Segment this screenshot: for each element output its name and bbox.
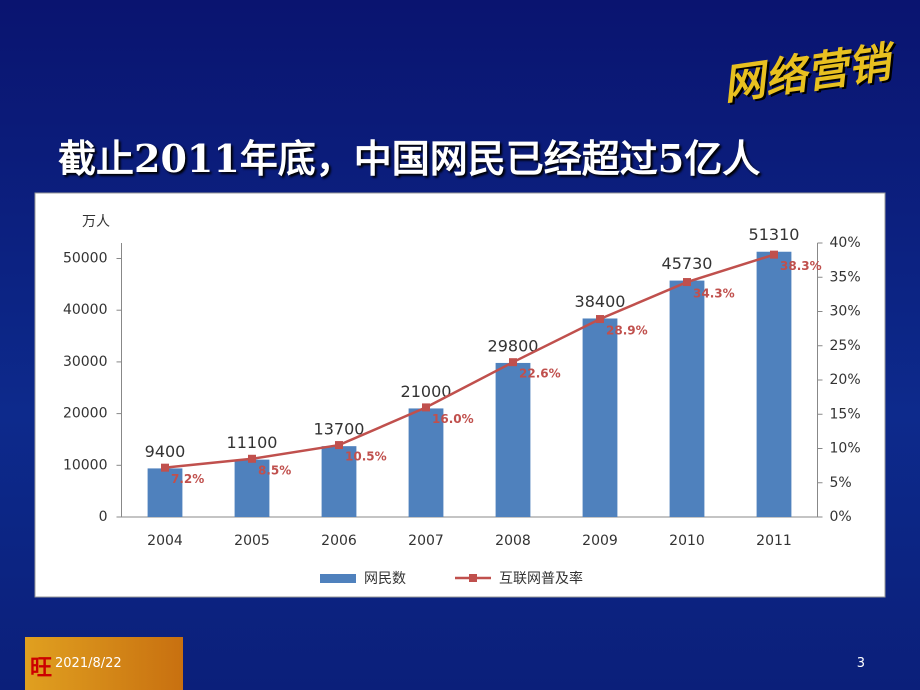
x-tick-label: 2011 — [756, 533, 792, 549]
line-marker — [422, 403, 430, 412]
y-tick-label: 40000 — [63, 302, 108, 318]
line-marker — [335, 441, 343, 450]
bar — [756, 251, 792, 517]
bar-label: 45730 — [662, 254, 713, 273]
legend-swatch — [320, 574, 356, 583]
y2-tick-label: 20% — [830, 372, 861, 388]
line-marker — [683, 278, 691, 287]
x-tick-label: 2010 — [669, 533, 705, 549]
line-label: 28.9% — [606, 324, 648, 338]
y2-tick-label: 0% — [830, 509, 852, 525]
y2-tick-label: 35% — [830, 269, 861, 285]
x-tick-label: 2009 — [582, 533, 618, 549]
x-tick-label: 2005 — [234, 533, 270, 549]
line-label: 34.3% — [693, 287, 735, 301]
line-label: 16.0% — [432, 412, 474, 426]
slide-title: 截止2011年底，中国网民已经超过5亿人 — [58, 136, 761, 181]
y-axis-label: 万人 — [82, 214, 110, 230]
bar-label: 9400 — [145, 442, 186, 461]
line-marker — [248, 454, 256, 463]
bar — [147, 468, 183, 517]
y-tick-label: 30000 — [63, 354, 108, 370]
y2-tick-label: 10% — [830, 441, 861, 457]
bar — [495, 362, 531, 517]
line-marker — [161, 463, 169, 472]
line-marker — [596, 315, 604, 324]
legend-label: 互联网普及率 — [499, 570, 583, 587]
y-tick-label: 0 — [99, 509, 108, 525]
x-tick-label: 2004 — [147, 533, 183, 549]
badge: 旺 — [30, 656, 53, 681]
legend-swatch — [469, 574, 477, 582]
y2-tick-label: 15% — [830, 406, 861, 422]
bar — [408, 408, 444, 517]
line-marker — [770, 250, 778, 259]
y2-tick-label: 30% — [830, 304, 861, 320]
page-number: 3 — [856, 656, 865, 671]
y2-tick-label: 5% — [830, 475, 852, 491]
line-label: 7.2% — [171, 472, 204, 486]
bar-label: 51310 — [749, 225, 800, 244]
y2-tick-label: 25% — [830, 338, 861, 354]
x-tick-label: 2006 — [321, 533, 357, 549]
line — [164, 253, 775, 469]
thumbnail — [25, 637, 183, 690]
line-label: 38.3% — [780, 259, 822, 273]
bar-label: 21000 — [401, 382, 452, 401]
y-tick-label: 10000 — [63, 457, 108, 473]
x-tick-label: 2008 — [495, 533, 531, 549]
bar — [669, 280, 705, 517]
line-marker — [509, 358, 517, 367]
y2-tick-label: 40% — [830, 235, 861, 251]
bar-label: 38400 — [575, 292, 626, 311]
y-tick-label: 20000 — [63, 406, 108, 422]
bar — [234, 459, 270, 517]
legend-label: 网民数 — [364, 571, 406, 587]
y-tick-label: 50000 — [63, 251, 108, 267]
bar-label: 13700 — [314, 420, 365, 439]
bar — [321, 446, 357, 517]
date: 2021/8/22 — [55, 656, 122, 671]
line-label: 8.5% — [258, 463, 291, 477]
bar-label: 29800 — [488, 336, 539, 355]
line-label: 22.6% — [519, 367, 561, 381]
bar-label: 11100 — [227, 433, 278, 452]
line-label: 10.5% — [345, 450, 387, 464]
bar — [582, 318, 618, 517]
x-tick-label: 2007 — [408, 533, 444, 549]
chart-frame — [34, 192, 886, 598]
